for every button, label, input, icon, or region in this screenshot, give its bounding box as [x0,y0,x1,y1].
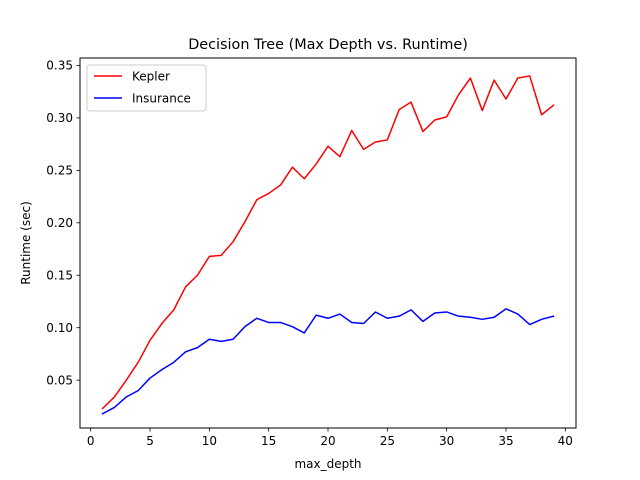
x-tick-label: 25 [380,434,395,448]
x-axis-label: max_depth [294,457,361,471]
y-tick-label: 0.20 [46,216,73,230]
y-tick-label: 0.30 [46,111,73,125]
x-tick-label: 0 [87,434,95,448]
y-tick-label: 0.35 [46,59,73,73]
x-tick-label: 40 [558,434,573,448]
legend-label-kepler: Kepler [132,69,170,83]
x-tick-label: 10 [202,434,217,448]
y-axis-label: Runtime (sec) [19,201,33,285]
y-tick-label: 0.05 [46,373,73,387]
legend: Kepler Insurance [86,64,207,112]
y-tick-label: 0.25 [46,164,73,178]
chart-title: Decision Tree (Max Depth vs. Runtime) [188,37,468,53]
legend-label-insurance: Insurance [132,91,191,105]
x-tick-label: 15 [261,434,276,448]
series-layer [101,75,555,415]
x-tick-label: 20 [320,434,335,448]
y-axis: 0.05 0.10 0.15 0.20 0.25 0.30 0.35 [46,59,80,387]
x-tick-label: 35 [498,434,513,448]
series-line-kepler [101,75,555,410]
series-line-insurance [101,308,555,415]
y-tick-label: 0.15 [46,269,73,283]
x-tick-label: 5 [146,434,154,448]
y-tick-label: 0.10 [46,321,73,335]
x-axis: 0 5 10 15 20 25 30 35 40 [87,428,573,448]
x-tick-label: 30 [439,434,454,448]
